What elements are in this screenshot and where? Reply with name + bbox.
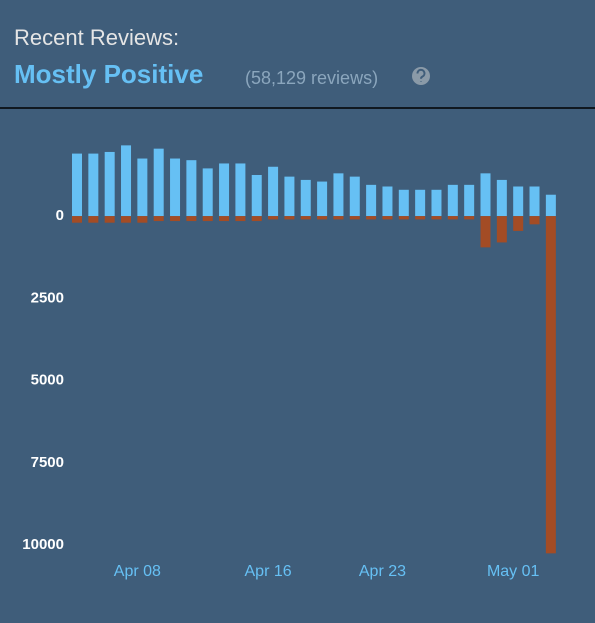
y-tick-label: 7500 (31, 454, 64, 471)
bar (447, 216, 458, 220)
bar (513, 216, 524, 231)
bar (235, 163, 246, 217)
bar (202, 216, 213, 222)
bar (300, 179, 311, 217)
rating-summary[interactable]: Mostly Positive (14, 59, 203, 89)
bar (284, 216, 295, 220)
bar (447, 184, 458, 217)
bar (529, 216, 540, 225)
y-tick-label: 2500 (31, 289, 64, 306)
bar (366, 216, 377, 220)
bar (104, 216, 115, 223)
bar (121, 145, 132, 217)
bar (464, 216, 475, 220)
bar (513, 186, 524, 217)
bar (72, 153, 82, 217)
bar (366, 184, 377, 217)
bar (186, 160, 197, 217)
bar (153, 216, 164, 222)
bar (300, 216, 311, 220)
bar (480, 173, 491, 217)
bar (431, 216, 442, 220)
bar (496, 179, 507, 217)
bar (88, 216, 99, 223)
bar (72, 216, 82, 223)
section-label: Recent Reviews: (14, 25, 179, 50)
bar (545, 216, 556, 554)
bar (284, 176, 295, 217)
bar (137, 216, 148, 223)
bar (333, 216, 344, 220)
bar (121, 216, 132, 223)
y-tick-label: 10000 (22, 536, 64, 553)
bar (186, 216, 197, 222)
bar (349, 176, 360, 217)
divider (0, 107, 595, 109)
bar (104, 151, 115, 217)
bar (398, 216, 409, 220)
x-tick-label: Apr 16 (245, 563, 292, 580)
y-tick-label: 0 (56, 207, 64, 224)
help-icon[interactable] (412, 67, 430, 85)
bar (480, 216, 491, 248)
x-tick-label: Apr 08 (114, 563, 161, 580)
bar (382, 216, 393, 220)
bar (496, 216, 507, 243)
bar (317, 216, 328, 220)
bar (251, 174, 262, 217)
bar (219, 216, 230, 222)
bar (382, 186, 393, 217)
review-count: (58,129 reviews) (245, 68, 378, 88)
bar (202, 168, 213, 217)
bar (415, 189, 426, 217)
bar (349, 216, 360, 220)
bar (170, 216, 181, 222)
bar (529, 186, 540, 217)
bar (88, 153, 99, 217)
bar (317, 181, 328, 217)
bar (415, 216, 426, 220)
bar (464, 184, 475, 217)
bar (545, 194, 556, 217)
x-tick-label: May 01 (487, 563, 540, 580)
bar (333, 173, 344, 217)
bar (251, 216, 262, 222)
help-icon-glyph (416, 68, 426, 82)
bar (219, 163, 230, 217)
bar (137, 158, 148, 217)
bar (268, 166, 279, 217)
bar (398, 189, 409, 217)
y-tick-label: 5000 (31, 372, 64, 389)
bar (170, 158, 181, 217)
bar (235, 216, 246, 222)
bar (153, 148, 164, 217)
x-tick-label: Apr 23 (359, 563, 406, 580)
bar (431, 189, 442, 217)
bar (268, 216, 279, 220)
